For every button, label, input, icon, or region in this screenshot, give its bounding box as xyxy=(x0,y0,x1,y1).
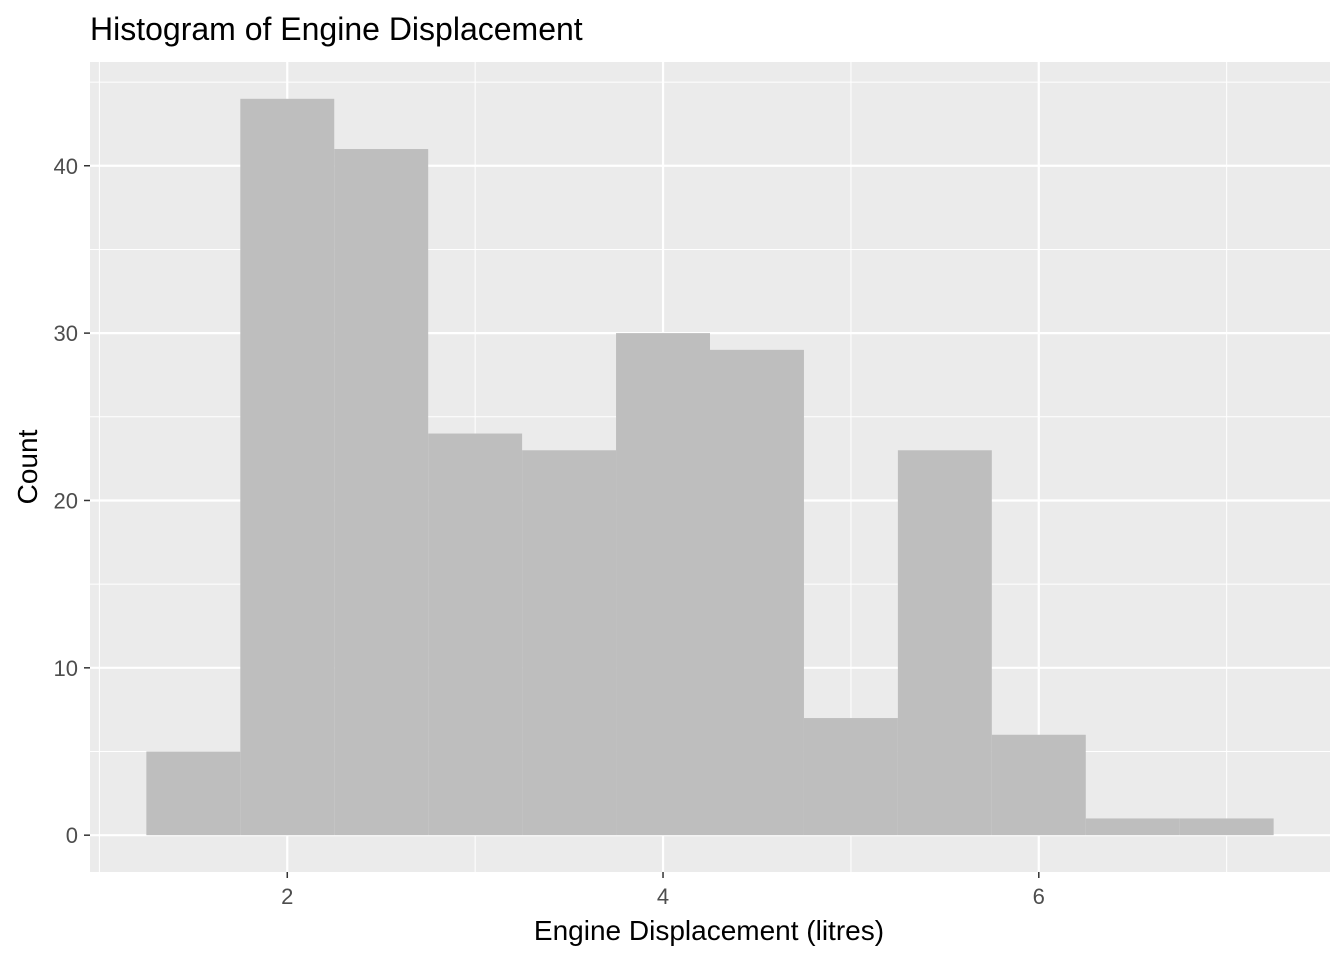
y-tick-label: 30 xyxy=(54,321,78,346)
y-axis: 0 10 20 30 40 xyxy=(54,154,90,848)
histogram-bars xyxy=(146,98,1274,836)
histogram-bar xyxy=(146,751,241,836)
histogram-bar xyxy=(240,98,335,836)
histogram-bar xyxy=(616,333,710,836)
chart-title: Histogram of Engine Displacement xyxy=(90,11,583,47)
histogram-bar xyxy=(522,450,617,836)
y-tick-label: 10 xyxy=(54,656,78,681)
histogram-bar xyxy=(803,718,898,836)
y-tick-label: 40 xyxy=(54,154,78,179)
y-tick-label: 20 xyxy=(54,488,78,513)
histogram-bar xyxy=(710,349,804,836)
histogram-bar xyxy=(1179,818,1274,836)
x-axis: 2 4 6 xyxy=(281,872,1045,909)
histogram-bar xyxy=(897,450,992,836)
histogram-bar xyxy=(991,734,1086,836)
x-tick-label: 2 xyxy=(281,884,293,909)
y-axis-title: Count xyxy=(12,429,43,504)
x-tick-label: 6 xyxy=(1033,884,1045,909)
x-axis-title: Engine Displacement (litres) xyxy=(534,915,884,946)
y-tick-label: 0 xyxy=(66,823,78,848)
histogram-bar xyxy=(334,149,429,836)
x-tick-label: 4 xyxy=(657,884,669,909)
histogram-bar xyxy=(1085,818,1180,836)
histogram-bar xyxy=(428,433,523,836)
